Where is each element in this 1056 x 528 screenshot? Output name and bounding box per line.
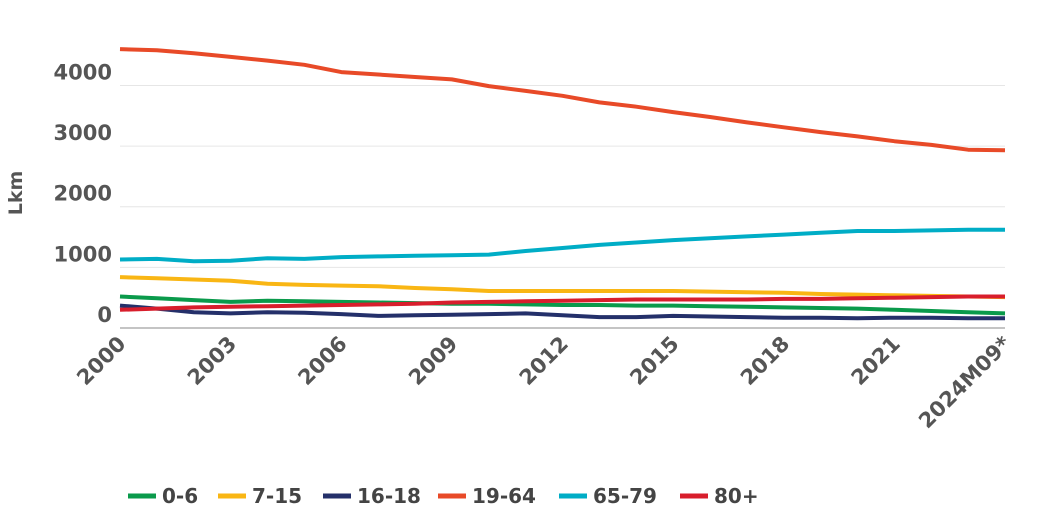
x-tick-label: 2015: [625, 332, 683, 390]
y-tick-label: 4000: [54, 60, 112, 84]
legend-label-0-6: 0-6: [162, 484, 198, 508]
series-line-0-6: [119, 294, 1006, 316]
y-tick-label: 0: [97, 303, 112, 327]
legend-label-19-64: 19-64: [472, 484, 536, 508]
legend-label-7-15: 7-15: [252, 484, 302, 508]
x-tick-label: 2021: [847, 332, 905, 390]
y-axis-label: Lkm: [5, 171, 27, 216]
legend-label-65-79: 65-79: [593, 484, 657, 508]
x-tick-label: 2000: [72, 332, 130, 390]
series-line-7-15: [119, 275, 1006, 300]
series-line-19-64: [119, 47, 1006, 153]
y-tick-label: 2000: [54, 182, 112, 206]
x-tick-label: 2024M09*: [914, 332, 1016, 434]
y-axis-ticks: 0 1000 2000 3000 4000: [54, 60, 112, 327]
y-tick-label: 1000: [54, 242, 112, 266]
x-tick-label: 2006: [293, 332, 351, 390]
legend-label-16-18: 16-18: [357, 484, 421, 508]
x-tick-label: 2009: [404, 332, 462, 390]
y-tick-label: 3000: [54, 121, 112, 145]
series-line-16-18: [119, 303, 1005, 321]
legend-label-80+: 80+: [714, 484, 759, 508]
x-tick-label: 2018: [736, 332, 794, 390]
x-axis-ticks: 2000 2003 2006 2009 2012 2015 2018 2021 2024M09*: [72, 332, 1015, 434]
x-tick-label: 2003: [183, 332, 241, 390]
gridlines: [120, 84, 1005, 268]
x-tick-label: 2012: [515, 332, 573, 390]
series-lines: [119, 47, 1006, 321]
series-line-65-79: [119, 227, 1005, 264]
legend: 0-6 7-15 16-18 19-64 65-79 80+: [128, 484, 759, 508]
series-line-80+: [119, 294, 1005, 312]
